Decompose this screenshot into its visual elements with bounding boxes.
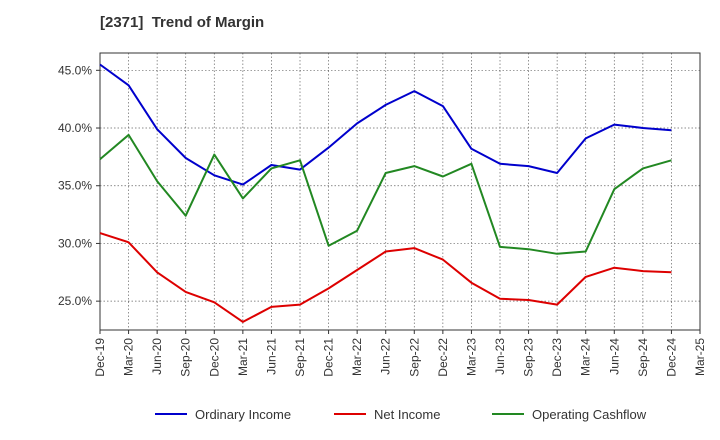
x-tick-label: Sep-21: [293, 338, 307, 377]
x-tick-label: Mar-20: [122, 338, 136, 376]
legend-label-operating-cashflow: Operating Cashflow: [532, 407, 647, 422]
x-tick-label: Dec-23: [550, 338, 564, 377]
legend-label-net-income: Net Income: [374, 407, 440, 422]
series-line-operating-cashflow: [99, 133, 672, 255]
x-tick-label: Sep-22: [407, 338, 421, 377]
x-tick-label: Jun-20: [150, 338, 164, 375]
x-tick-label: Sep-24: [636, 338, 650, 377]
y-tick-label: 25.0%: [58, 294, 92, 308]
x-tick-label: Mar-22: [350, 338, 364, 376]
x-tick-label: Jun-21: [264, 338, 278, 375]
x-tick-label: Dec-24: [664, 338, 678, 377]
x-tick-label: Mar-21: [236, 338, 250, 376]
x-tick-label: Dec-19: [93, 338, 107, 377]
x-tick-label: Dec-20: [207, 338, 221, 377]
x-tick-label: Sep-23: [522, 338, 536, 377]
x-tick-label: Jun-24: [607, 338, 621, 375]
series-line-ordinary-income: [99, 63, 672, 186]
plot-frame: [99, 52, 701, 331]
y-tick-label: 30.0%: [58, 236, 92, 250]
x-tick-label: Sep-20: [179, 338, 193, 377]
x-tick-label: Mar-23: [464, 338, 478, 376]
x-tick-label: Jun-23: [493, 338, 507, 375]
y-tick-label: 40.0%: [58, 121, 92, 135]
x-tick-label: Mar-24: [579, 338, 593, 376]
chart-title: [2371] Trend of Margin: [100, 14, 265, 31]
x-tick-label: Dec-21: [322, 338, 336, 377]
x-tick-label: Jun-22: [379, 338, 393, 375]
legend-label-ordinary-income: Ordinary Income: [195, 407, 291, 422]
y-tick-label: 35.0%: [58, 179, 92, 193]
x-tick-label: Mar-25: [693, 338, 707, 376]
y-tick-label: 45.0%: [58, 63, 92, 77]
x-tick-label: Dec-22: [436, 338, 450, 377]
series-line-net-income: [99, 232, 672, 323]
